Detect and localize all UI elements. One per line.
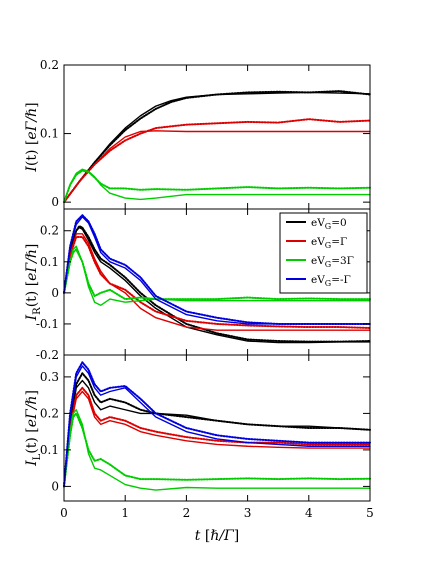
series-line bbox=[63, 169, 371, 204]
panel-bottom-ticks: 0 0.1 0.2 0.3 0 1 2 3 4 5 bbox=[40, 355, 374, 520]
series-line bbox=[63, 379, 371, 488]
y-tick-label: -0.2 bbox=[36, 348, 59, 362]
series-line bbox=[63, 409, 371, 491]
legend-entry: eVG=-Γ bbox=[286, 274, 351, 288]
panel-middle: -0.2 -0.1 0 0.1 0.2 IR(t) [eΓ/ℏ] eVG=0 eVG=Γ… bbox=[24, 208, 371, 362]
panel-middle-ylabel: IR(t) [eΓ/ℏ] bbox=[24, 244, 43, 322]
legend-entry: eVG=3Γ bbox=[286, 255, 354, 269]
series-line bbox=[63, 245, 371, 306]
y-tick-label: 0.3 bbox=[40, 370, 59, 384]
y-tick-label: 0.2 bbox=[40, 224, 59, 238]
y-tick-label: 0.2 bbox=[40, 58, 59, 72]
y-tick-label: 0.1 bbox=[40, 127, 59, 141]
panel-bottom-frame bbox=[63, 354, 371, 502]
x-tick-label: 2 bbox=[183, 506, 191, 520]
panel-top-ylabel: I(t) [eΓ/ℏ] bbox=[24, 102, 40, 172]
x-tick-label: 1 bbox=[121, 506, 129, 520]
x-tick-label: 4 bbox=[305, 506, 313, 520]
series-line bbox=[63, 233, 371, 331]
series-line bbox=[63, 386, 371, 488]
x-tick-label: 0 bbox=[60, 506, 68, 520]
legend-entry: eVG=Γ bbox=[286, 236, 347, 250]
x-tick-label: 3 bbox=[244, 506, 252, 520]
y-tick-label: 0 bbox=[51, 195, 59, 209]
panel-middle-series bbox=[63, 214, 371, 344]
y-tick-label: 0.2 bbox=[40, 406, 59, 420]
y-tick-label: 0.1 bbox=[40, 443, 59, 457]
legend-entry: eVG=0 bbox=[286, 217, 347, 231]
series-line bbox=[63, 235, 371, 329]
x-axis-label: t [ℏ/Γ] bbox=[195, 528, 239, 544]
legend-label: eVG=0 bbox=[311, 217, 347, 231]
series-line bbox=[63, 216, 371, 325]
legend: eVG=0 eVG=Γ eVG=3Γ eVG=-Γ bbox=[279, 212, 368, 294]
series-line bbox=[63, 365, 371, 488]
legend-label: eVG=-Γ bbox=[311, 274, 351, 288]
x-tick-label: 5 bbox=[366, 506, 374, 520]
series-line bbox=[63, 390, 371, 488]
y-tick-label: -0.1 bbox=[36, 317, 59, 331]
series-line bbox=[63, 361, 371, 488]
panel-bottom-series bbox=[63, 361, 371, 491]
series-line bbox=[63, 225, 371, 343]
panel-top-ticks: 0 0.1 0.2 bbox=[40, 58, 371, 209]
legend-label: eVG=Γ bbox=[311, 236, 347, 250]
series-line bbox=[63, 412, 371, 488]
series-line bbox=[63, 168, 371, 203]
panel-top-series bbox=[63, 90, 371, 204]
series-line bbox=[63, 130, 371, 203]
y-tick-label: 0 bbox=[51, 479, 59, 493]
series-line bbox=[63, 91, 371, 203]
panel-bottom: 0 0.1 0.2 0.3 0 1 2 3 4 5 IL(t) [eΓ/ℏ] t [ℏ/Γ] bbox=[24, 354, 374, 544]
series-line bbox=[63, 226, 371, 344]
legend-label: eVG=3Γ bbox=[311, 255, 354, 269]
y-tick-label: 0 bbox=[51, 286, 59, 300]
panel-bottom-ylabel: IL(t) [eΓ/ℏ] bbox=[24, 390, 43, 467]
y-tick-label: 0.1 bbox=[40, 255, 59, 269]
series-line bbox=[63, 248, 371, 301]
